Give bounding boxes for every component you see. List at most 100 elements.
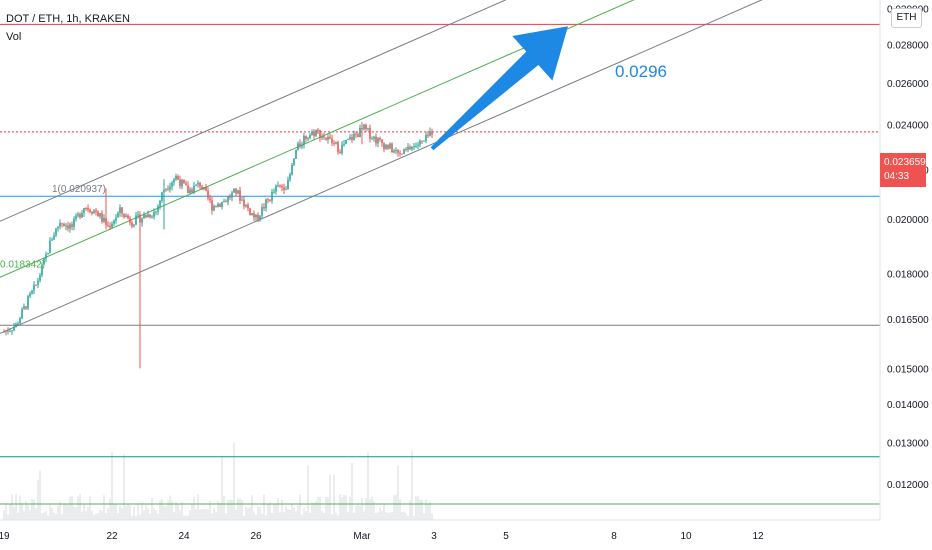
candle-body xyxy=(107,225,109,227)
candle-body xyxy=(57,226,59,229)
volume-bar xyxy=(343,495,345,520)
candle-body xyxy=(133,224,135,227)
candle-body xyxy=(249,208,251,215)
volume-indicator-label[interactable]: Vol xyxy=(6,31,22,43)
x-tick-label: Mar xyxy=(353,531,371,542)
volume-bar xyxy=(393,495,395,520)
candle-body xyxy=(337,141,339,152)
candle-body xyxy=(129,218,131,223)
candle-body xyxy=(313,131,315,136)
candle-body xyxy=(171,182,173,187)
volume-bar xyxy=(243,515,245,520)
volume-bar xyxy=(133,506,135,520)
candle-body xyxy=(7,330,9,332)
volume-bar xyxy=(297,505,299,520)
volume-bar xyxy=(145,505,147,520)
volume-bar xyxy=(97,513,99,520)
volume-bar xyxy=(185,515,187,520)
volume-bar xyxy=(293,507,295,520)
candle-body xyxy=(343,144,345,146)
volume-bar xyxy=(251,495,253,520)
volume-bar xyxy=(171,500,173,520)
volume-bar xyxy=(319,496,321,520)
candle-body xyxy=(117,212,119,218)
candle-body xyxy=(265,199,267,209)
volume-bar xyxy=(187,515,189,520)
volume-bar xyxy=(299,494,301,520)
candle-body xyxy=(345,139,347,145)
candle-body xyxy=(175,176,177,180)
arrow-shape xyxy=(430,26,568,151)
volume-bar xyxy=(75,507,77,520)
candle-body xyxy=(211,200,213,211)
volume-bar xyxy=(229,499,231,520)
candle-body xyxy=(135,215,137,225)
volume-bar xyxy=(69,496,71,520)
volume-bar xyxy=(157,513,159,520)
candle-body xyxy=(81,212,83,218)
candle-body xyxy=(373,136,375,139)
candle-body xyxy=(277,185,279,187)
candle-body xyxy=(229,196,231,198)
candle-body xyxy=(123,213,125,218)
candle-body xyxy=(55,228,57,236)
candle-body xyxy=(297,143,299,150)
candle-body xyxy=(155,211,157,213)
volume-bar xyxy=(99,509,101,520)
candle-body xyxy=(37,280,39,285)
volume-bar xyxy=(417,495,419,520)
volume-bar xyxy=(313,502,315,520)
volume-bar xyxy=(163,506,165,520)
volume-bar xyxy=(337,515,339,520)
candle-body xyxy=(285,189,287,191)
candle-body xyxy=(199,182,201,187)
candle-body xyxy=(95,210,97,212)
chart-title: DOT / ETH, 1h, KRAKEN xyxy=(6,13,130,25)
candle-body xyxy=(73,218,75,227)
volume-bar xyxy=(27,505,29,520)
volume-bar xyxy=(399,499,401,520)
candle-body xyxy=(243,199,245,207)
candle-body xyxy=(365,124,367,129)
volume-bar xyxy=(355,505,357,520)
volume-bar xyxy=(179,510,181,520)
candle-body xyxy=(253,213,255,218)
volume-bar xyxy=(147,508,149,520)
volume-bar xyxy=(65,504,67,520)
volume-bar xyxy=(317,496,319,520)
target-arrow xyxy=(430,26,568,151)
volume-bar xyxy=(415,496,417,520)
candle-body xyxy=(255,214,257,218)
candle-body xyxy=(269,199,271,201)
volume-bar xyxy=(333,474,335,520)
candle-body xyxy=(35,284,37,286)
volume-bar xyxy=(421,499,423,520)
volume-bar xyxy=(239,498,241,520)
last-price-tag: 0.023659 04:33 xyxy=(880,153,926,187)
volume-bar xyxy=(331,514,333,520)
volume-bar xyxy=(71,495,73,520)
candle-body xyxy=(363,124,365,130)
candle-body xyxy=(103,218,105,222)
annotations: 1(0.020937) 0.018342) 0.0296 xyxy=(0,62,667,271)
candle-body xyxy=(99,213,101,217)
candle-body xyxy=(423,140,425,142)
volume-bar xyxy=(95,513,97,520)
currency-badge[interactable]: ETH xyxy=(891,8,922,28)
x-tick-label: 12 xyxy=(752,531,764,542)
candle-body xyxy=(217,203,219,207)
candle-body xyxy=(275,185,277,192)
candle-body xyxy=(235,188,237,194)
candle-body xyxy=(409,146,411,150)
candle-body xyxy=(143,214,145,219)
candle-body xyxy=(395,150,397,152)
volume-bar xyxy=(177,504,179,520)
volume-bar xyxy=(57,506,59,520)
volume-bar xyxy=(3,510,5,520)
volume-bar xyxy=(357,503,359,520)
last-price-value: 0.023659 xyxy=(884,157,926,168)
volume-bar xyxy=(167,500,169,520)
volume-bar xyxy=(235,509,237,520)
volume-bar xyxy=(327,497,329,520)
